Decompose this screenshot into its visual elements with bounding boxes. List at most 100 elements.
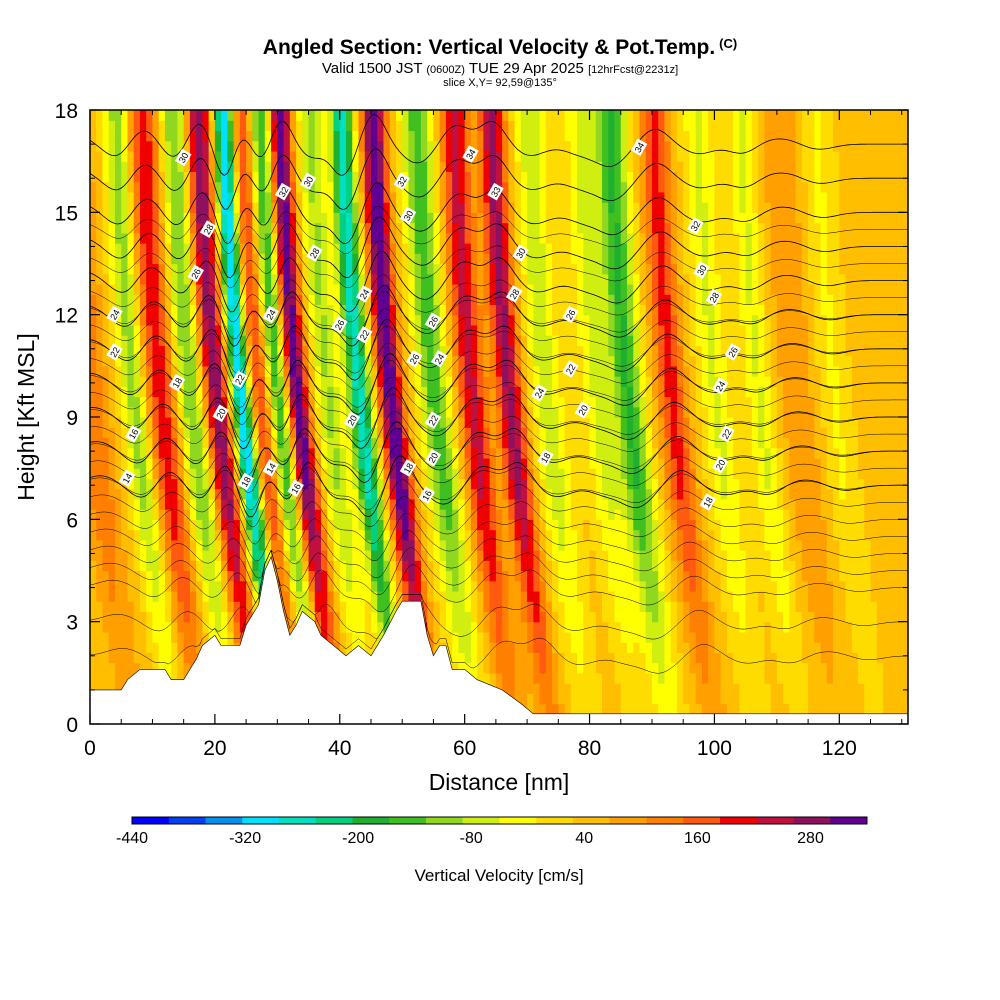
- heatmap-cell: [452, 253, 460, 265]
- heatmap-cell: [314, 590, 322, 602]
- heatmap-cell: [583, 662, 591, 674]
- heatmap-cell: [321, 396, 328, 408]
- heatmap-cell: [221, 181, 228, 193]
- heatmap-cell: [339, 212, 347, 224]
- heatmap-cell: [90, 376, 97, 387]
- heatmap-cell: [296, 222, 303, 234]
- heatmap-cell: [589, 181, 597, 193]
- heatmap-cell: [608, 672, 616, 684]
- heatmap-cell: [477, 509, 484, 520]
- heatmap-cell: [121, 150, 129, 162]
- heatmap-cell: [370, 611, 378, 623]
- heatmap-cell: [370, 396, 378, 408]
- heatmap-cell: [552, 345, 559, 357]
- heatmap-cell: [314, 611, 322, 623]
- heatmap-cell: [121, 529, 129, 541]
- heatmap-cell: [233, 110, 241, 121]
- heatmap-cell: [452, 560, 460, 572]
- heatmap-cell: [277, 283, 285, 295]
- heatmap-cell: [489, 560, 497, 572]
- heatmap-cell: [439, 150, 447, 162]
- heatmap-cell: [477, 478, 484, 490]
- heatmap-cell: [127, 611, 135, 623]
- heatmap-cell: [539, 468, 547, 479]
- heatmap-cell: [552, 396, 559, 408]
- heatmap-cell: [433, 570, 441, 582]
- heatmap-cell: [133, 161, 141, 172]
- heatmap-cell: [583, 324, 591, 336]
- heatmap-cell: [577, 120, 584, 132]
- heatmap-cell: [508, 150, 516, 162]
- heatmap-cell: [189, 386, 197, 398]
- heatmap-cell: [96, 550, 104, 561]
- heatmap-cell: [570, 570, 578, 582]
- heatmap-cell: [264, 417, 272, 428]
- heatmap-cell: [445, 365, 453, 377]
- heatmap-cell: [564, 447, 572, 459]
- heatmap-cell: [564, 550, 572, 561]
- heatmap-cell: [427, 120, 435, 132]
- heatmap-cell: [533, 652, 541, 664]
- heatmap-cell: [158, 324, 166, 336]
- heatmap-cell: [352, 590, 360, 602]
- heatmap-cell: [352, 478, 360, 490]
- heatmap-cell: [464, 621, 472, 633]
- heatmap-cell: [395, 355, 403, 367]
- heatmap-cell: [164, 283, 172, 295]
- heatmap-cell: [370, 498, 378, 510]
- heatmap-cell: [196, 631, 203, 643]
- heatmap-cell: [470, 509, 478, 520]
- heatmap-cell: [533, 529, 541, 541]
- heatmap-cell: [364, 406, 372, 418]
- heatmap-cell: [146, 314, 154, 326]
- heatmap-cell: [164, 232, 172, 244]
- heatmap-cell: [96, 611, 104, 623]
- heatmap-cell: [427, 232, 435, 244]
- heatmap-cell: [377, 232, 385, 244]
- heatmap-cell: [533, 161, 541, 172]
- heatmap-cell: [146, 150, 154, 162]
- heatmap-cell: [339, 191, 347, 203]
- heatmap-cell: [445, 314, 453, 326]
- heatmap-cell: [127, 621, 135, 633]
- heatmap-cell: [289, 580, 297, 592]
- heatmap-cell: [508, 529, 516, 541]
- heatmap-cell: [383, 283, 391, 295]
- heatmap-cell: [533, 631, 541, 643]
- heatmap-cell: [139, 396, 147, 408]
- heatmap-cell: [314, 202, 322, 213]
- heatmap-cell: [164, 417, 172, 428]
- heatmap-cell: [358, 580, 366, 592]
- heatmap-cell: [177, 437, 185, 449]
- heatmap-cell: [583, 580, 591, 592]
- heatmap-cell: [171, 539, 179, 551]
- heatmap-cell: [489, 519, 497, 531]
- heatmap-cell: [564, 570, 572, 582]
- heatmap-cell: [527, 509, 534, 520]
- heatmap-cell: [545, 181, 553, 193]
- heatmap-cell: [283, 243, 291, 254]
- heatmap-cell: [370, 631, 378, 643]
- heatmap-cell: [570, 478, 578, 490]
- heatmap-cell: [158, 631, 166, 643]
- heatmap-cell: [233, 243, 241, 254]
- heatmap-cell: [445, 539, 453, 551]
- heatmap-cell: [477, 171, 484, 183]
- heatmap-cell: [414, 140, 422, 152]
- heatmap-cell: [114, 417, 122, 428]
- heatmap-cell: [608, 652, 616, 664]
- heatmap-cell: [502, 253, 509, 265]
- heatmap-cell: [589, 253, 597, 265]
- heatmap-cell: [589, 703, 597, 715]
- heatmap-cell: [246, 222, 253, 234]
- heatmap-cell: [539, 365, 547, 377]
- heatmap-cell: [358, 437, 366, 449]
- heatmap-cell: [314, 560, 322, 572]
- heatmap-cell: [527, 150, 534, 162]
- heatmap-cell: [370, 324, 378, 336]
- heatmap-cell: [414, 212, 422, 224]
- heatmap-cell: [595, 498, 603, 510]
- heatmap-cell: [121, 365, 129, 377]
- heatmap-cell: [264, 273, 272, 285]
- heatmap-cell: [602, 652, 609, 664]
